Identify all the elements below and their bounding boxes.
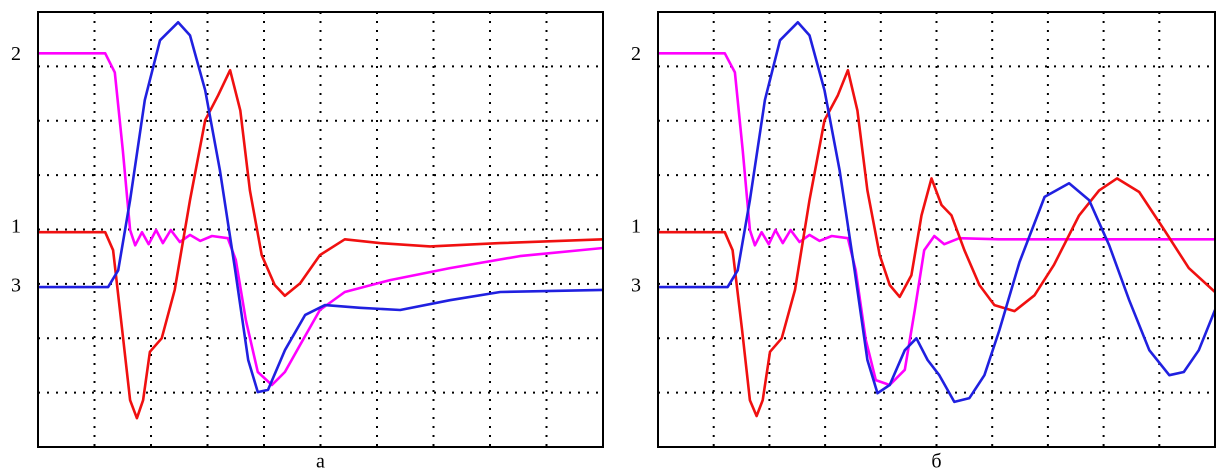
signal-line [38, 68, 603, 420]
signal-line [658, 21, 1215, 404]
level-label: 3 [11, 275, 21, 297]
plot-frame [37, 11, 604, 448]
level-label: 1 [631, 215, 641, 237]
signal-line [658, 52, 1215, 387]
signal-line [658, 68, 1215, 418]
plot-frame [657, 11, 1216, 448]
panel-caption: а [316, 451, 325, 473]
signal-line [38, 21, 603, 394]
level-label: 3 [631, 275, 641, 297]
level-label: 2 [631, 43, 641, 65]
level-label: 2 [11, 43, 21, 65]
curves [658, 21, 1215, 418]
curves [38, 21, 603, 420]
level-label: 1 [11, 215, 21, 237]
panel-caption: б [931, 451, 941, 473]
signal-line [38, 52, 603, 387]
